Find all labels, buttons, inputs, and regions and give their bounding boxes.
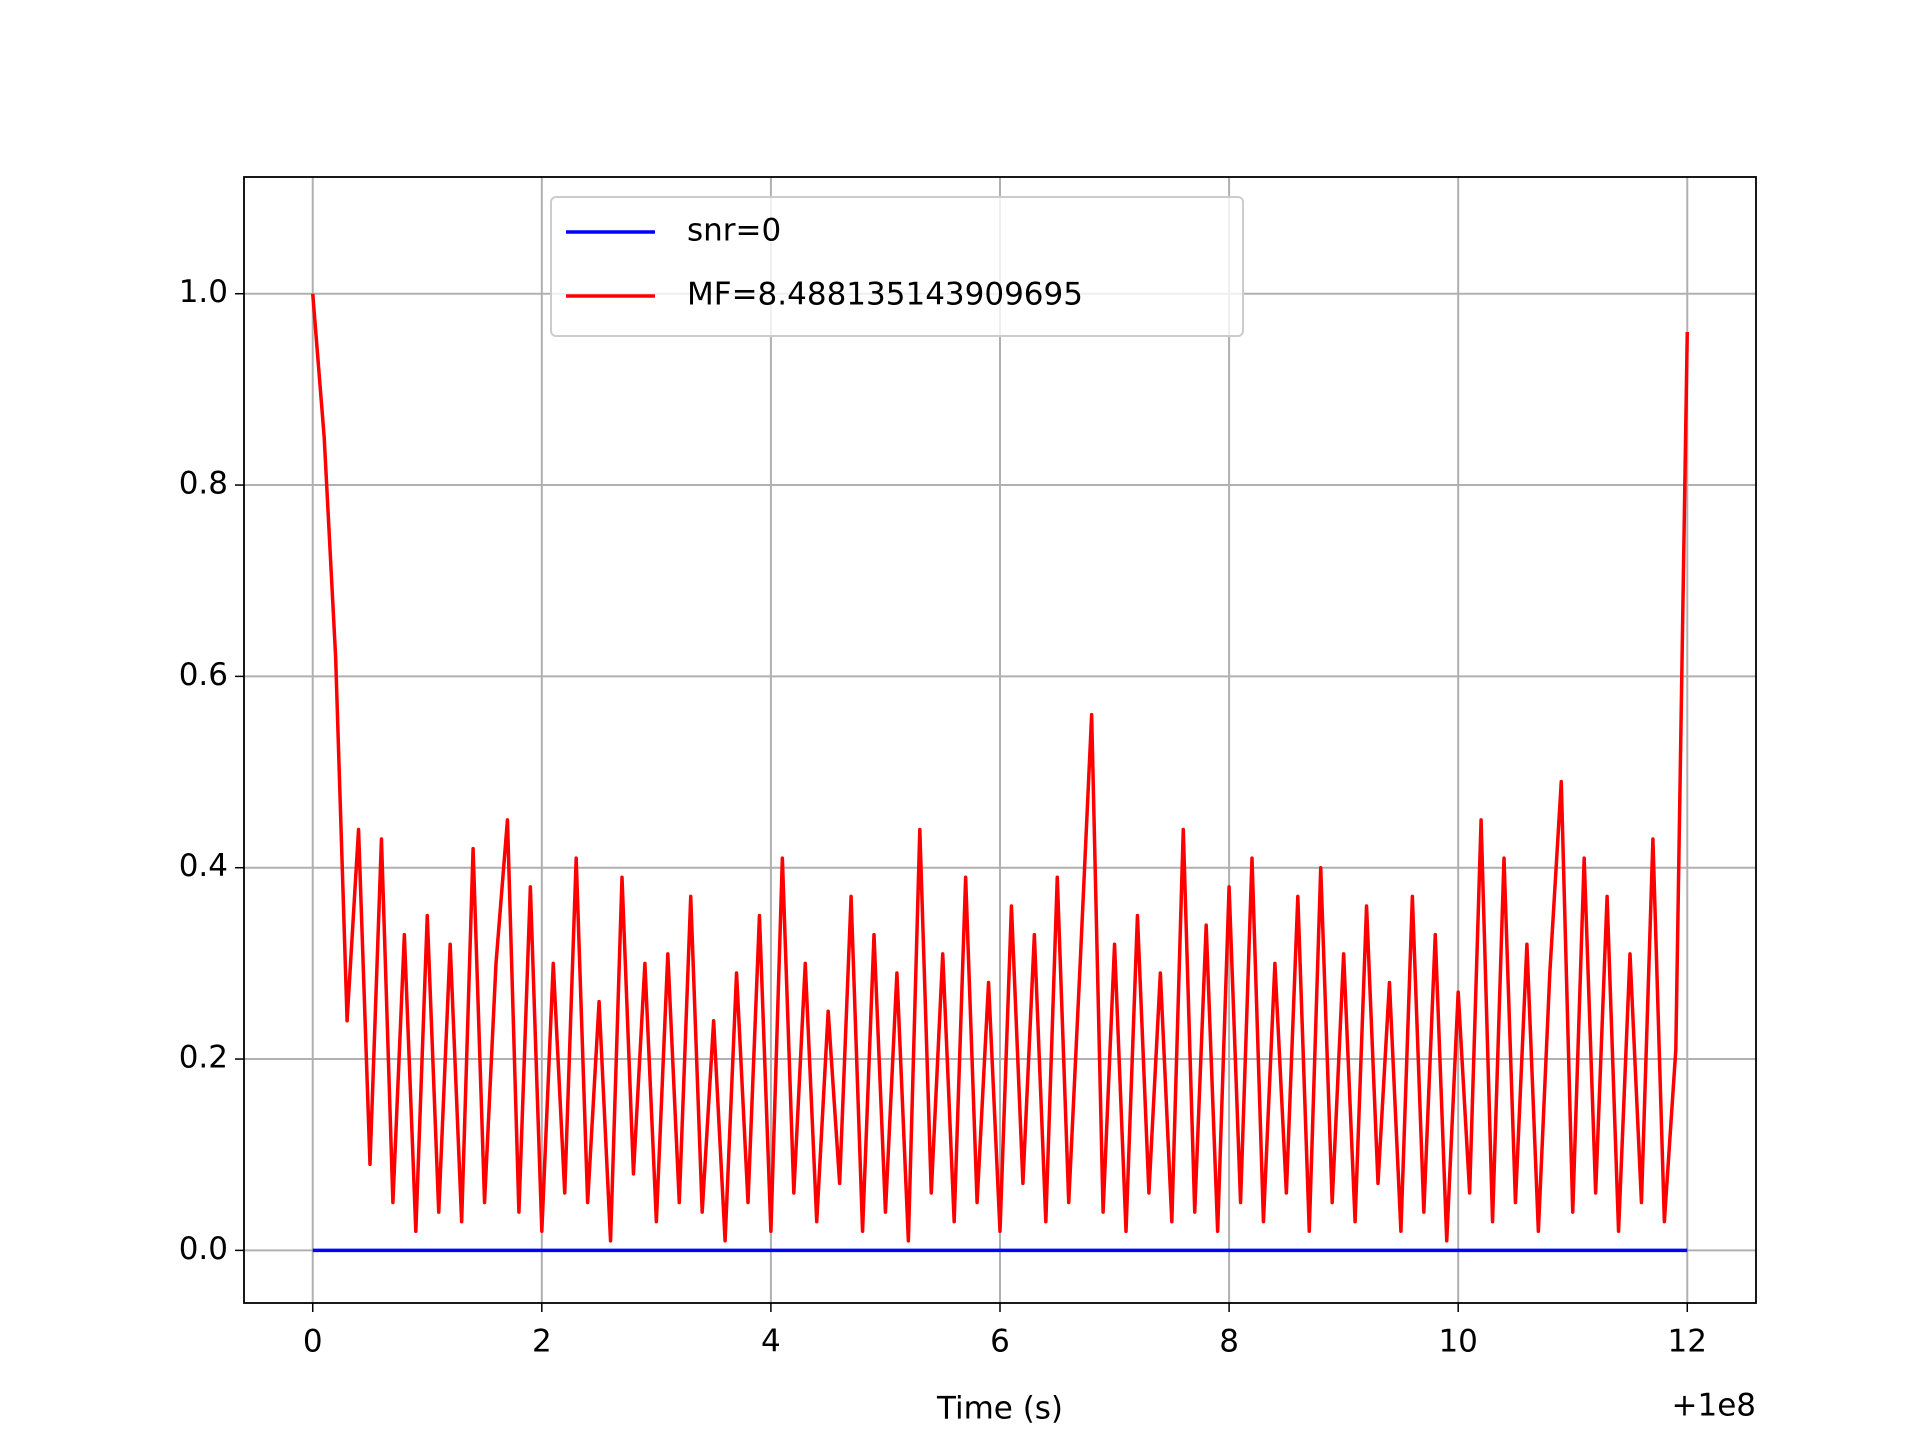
x-tick-label: 8 (1219, 1324, 1239, 1360)
y-tick-label: 0.6 (179, 657, 228, 693)
x-axis-label: Time (s) (936, 1391, 1063, 1427)
y-tick-label: 1.0 (179, 274, 228, 310)
x-tick-label: 0 (303, 1324, 323, 1360)
x-tick-label: 6 (990, 1324, 1010, 1360)
x-tick-label: 12 (1668, 1324, 1707, 1360)
x-offset-label: +1e8 (1672, 1388, 1757, 1424)
y-tick-label: 0.8 (179, 466, 228, 502)
y-tick-label: 0.4 (179, 848, 228, 884)
series-line (310, 293, 1690, 1243)
legend-box (550, 196, 1244, 337)
y-tick-label: 0.0 (179, 1231, 228, 1267)
x-tick-label: 4 (761, 1324, 781, 1360)
axes-frame (243, 176, 1757, 1304)
y-tick-label: 0.2 (179, 1040, 228, 1076)
x-tick-label: 2 (532, 1324, 552, 1360)
x-tick-label: 10 (1438, 1324, 1477, 1360)
legend-label: MF=8.488135143909695 (687, 277, 1083, 313)
legend-label: snr=0 (687, 213, 781, 249)
